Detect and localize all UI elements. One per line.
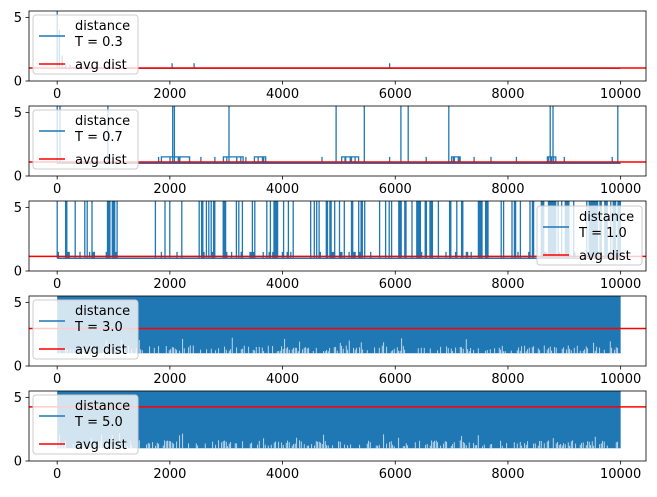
x-tick-label: 4000: [266, 87, 299, 102]
x-tick-label: 8000: [491, 182, 524, 197]
y-tick-label: 5: [14, 11, 22, 26]
legend-box: [536, 205, 643, 266]
legend-label-distance: T = 5.0: [74, 415, 123, 430]
x-tick-label: 10000: [600, 182, 641, 197]
x-tick-label: 8000: [491, 372, 524, 387]
y-tick-label: 5: [14, 201, 22, 216]
x-tick-label: 2000: [153, 467, 186, 482]
axes-frame: [28, 10, 647, 82]
legend: distance T = 1.0 avg dist: [536, 205, 643, 266]
x-tick-label: 10000: [600, 277, 641, 292]
x-tick-label: 2000: [153, 87, 186, 102]
y-tick-label: 0: [14, 360, 22, 375]
axes-frame: [28, 390, 647, 462]
y-tick-label: 0: [14, 170, 22, 185]
legend-label-avg: avg dist: [75, 58, 127, 73]
x-tick-label: 2000: [153, 182, 186, 197]
x-tick-label: 8000: [491, 87, 524, 102]
legend-label-distance: T = 1.0: [578, 226, 627, 241]
x-tick-label: 10000: [600, 467, 641, 482]
x-tick-label: 8000: [491, 277, 524, 292]
legend-label-avg: avg dist: [75, 438, 127, 453]
x-tick-label: 6000: [379, 182, 412, 197]
x-tick-label: 10000: [600, 87, 641, 102]
legend-label-distance: T = 3.0: [74, 320, 123, 335]
x-tick-label: 4000: [266, 182, 299, 197]
x-tick-label: 10000: [600, 372, 641, 387]
x-tick-label: 4000: [266, 372, 299, 387]
legend-label-distance: T = 0.3: [74, 35, 123, 50]
x-tick-label: 6000: [379, 87, 412, 102]
axes-frame: [28, 105, 647, 177]
legend-box: [32, 109, 139, 170]
x-tick-label: 0: [53, 277, 61, 292]
distance-band: [57, 296, 621, 354]
legend-box: [32, 394, 139, 455]
y-tick-label: 0: [14, 455, 22, 470]
legend-label-distance: distance: [75, 19, 130, 34]
x-tick-label: 0: [53, 87, 61, 102]
legend-label-distance: distance: [75, 114, 130, 129]
distance-spikes: [56, 106, 619, 164]
x-tick-label: 6000: [379, 372, 412, 387]
subplot-3: 0 2000 4000 6000 8000 10000 0 5 distance T = 1.0…: [14, 200, 647, 292]
plot-area: [29, 391, 646, 449]
distance-band: [57, 391, 621, 449]
x-tick-label: 0: [53, 182, 61, 197]
x-tick-label: 0: [53, 372, 61, 387]
legend-box: [32, 14, 139, 75]
legend-box: [32, 299, 139, 360]
y-tick-label: 5: [14, 296, 22, 311]
legend-label-distance: T = 0.7: [74, 130, 123, 145]
legend-label-distance: distance: [579, 210, 634, 225]
x-tick-label: 8000: [491, 467, 524, 482]
x-tick-label: 2000: [153, 372, 186, 387]
x-tick-label: 6000: [379, 277, 412, 292]
axes-frame: [28, 295, 647, 367]
x-tick-label: 6000: [379, 467, 412, 482]
y-tick-label: 5: [14, 391, 22, 406]
legend-label-distance: distance: [75, 399, 130, 414]
x-tick-label: 2000: [153, 277, 186, 292]
x-tick-label: 4000: [266, 277, 299, 292]
y-tick-label: 5: [14, 106, 22, 121]
legend-label-avg: avg dist: [75, 343, 127, 358]
y-tick-label: 0: [14, 75, 22, 90]
distance-spikes: [56, 201, 622, 259]
x-tick-label: 4000: [266, 467, 299, 482]
legend-label-avg: avg dist: [75, 153, 127, 168]
plot-area: [29, 296, 646, 354]
y-tick-label: 0: [14, 265, 22, 280]
x-tick-label: 0: [53, 467, 61, 482]
legend-label-distance: distance: [75, 304, 130, 319]
axes-frame: [28, 200, 647, 272]
legend-label-avg: avg dist: [579, 249, 631, 264]
